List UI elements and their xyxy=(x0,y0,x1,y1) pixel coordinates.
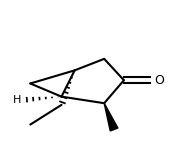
Polygon shape xyxy=(104,103,118,131)
Text: H: H xyxy=(13,95,21,105)
Text: O: O xyxy=(154,74,164,87)
